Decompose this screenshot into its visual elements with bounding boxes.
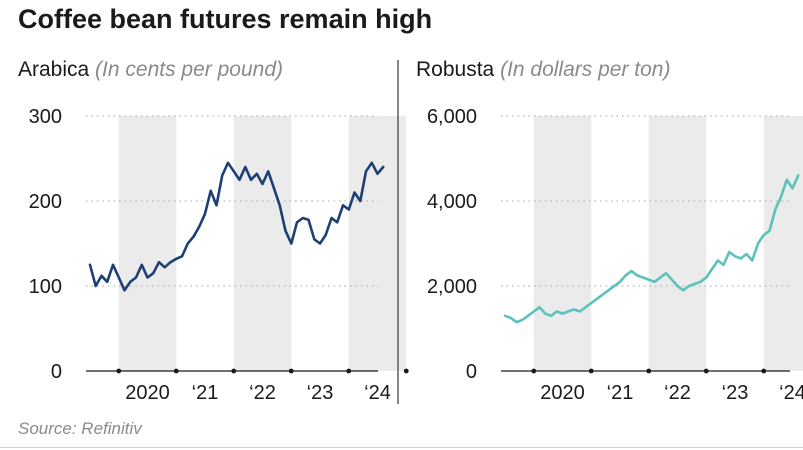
arabica-chart: 0 100 200 300 2020 ‘21 ‘22 ‘23 ‘24: [29, 106, 409, 404]
arabica-shade-band: [233, 116, 292, 371]
robusta-x-tick-label: ‘24: [779, 382, 803, 404]
robusta-x-tick-label: 2020: [540, 382, 585, 404]
arabica-y-tick-label: 200: [29, 191, 62, 213]
arabica-year-tick: [288, 368, 294, 374]
robusta-y-tick-label: 0: [466, 361, 477, 383]
robusta-year-tick: [646, 368, 652, 374]
robusta-label: Robusta: [416, 58, 495, 81]
arabica-x-tick-label: ‘21: [192, 382, 219, 404]
chart-title: Coffee bean futures remain high: [18, 4, 433, 34]
robusta-year-tick: [588, 368, 594, 374]
arabica-y-tick-label: 100: [29, 276, 62, 298]
arabica-units: (In cents per pound): [95, 58, 283, 81]
robusta-y-tick-label: 4,000: [427, 191, 477, 213]
robusta-shade-band: [648, 116, 707, 371]
arabica-year-tick: [403, 368, 409, 374]
arabica-year-tick: [346, 368, 352, 374]
source-note: Source: Refinitiv: [18, 419, 142, 438]
robusta-price-line: [503, 174, 800, 324]
robusta-shade-band: [763, 116, 803, 371]
robusta-units: (In dollars per ton): [500, 58, 671, 81]
robusta-year-tick: [761, 368, 767, 374]
arabica-x-tick-label: ‘24: [364, 382, 391, 404]
arabica-panel-header: Arabica (In cents per pound): [18, 58, 283, 82]
arabica-label: Arabica: [18, 58, 90, 81]
arabica-x-tick-label: 2020: [125, 382, 170, 404]
bottom-rule: [0, 447, 803, 448]
arabica-y-tick-label: 300: [29, 106, 62, 128]
arabica-x-tick-label: ‘23: [307, 382, 334, 404]
robusta-year-tick: [531, 368, 537, 374]
robusta-x-tick-label: ‘21: [607, 382, 634, 404]
arabica-year-tick: [173, 368, 179, 374]
robusta-y-tick-label: 2,000: [427, 276, 477, 298]
robusta-year-tick: [703, 368, 709, 374]
arabica-year-tick: [231, 368, 237, 374]
robusta-y-tick-label: 6,000: [427, 106, 477, 128]
arabica-shade-band: [118, 116, 177, 371]
arabica-shade-band: [348, 116, 407, 371]
robusta-chart: 0 2,000 4,000 6,000 2020 ‘21 ‘22 ‘23 ‘24: [427, 106, 803, 404]
robusta-x-tick-label: ‘23: [722, 382, 749, 404]
robusta-shade-band: [533, 116, 592, 371]
arabica-x-tick-label: ‘22: [249, 382, 276, 404]
arabica-year-tick: [116, 368, 122, 374]
arabica-y-tick-label: 0: [51, 361, 62, 383]
arabica-price-line: [88, 161, 385, 292]
robusta-panel-header: Robusta (In dollars per ton): [416, 58, 670, 82]
robusta-x-tick-label: ‘22: [664, 382, 691, 404]
